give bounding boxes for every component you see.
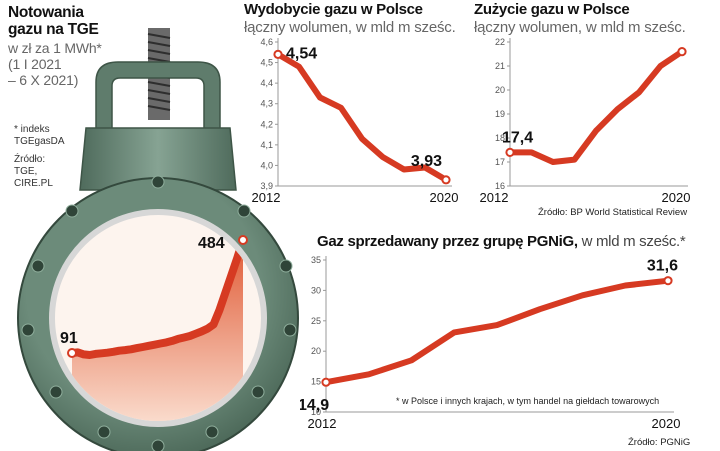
- pgnig-x-label-start: 2012: [308, 416, 337, 431]
- pgnig-source: Źródło: PGNiG: [628, 437, 691, 448]
- pgnig-title-rest: w mld m sześc.*: [577, 233, 686, 250]
- extraction-tick-label: 4,0: [260, 160, 273, 170]
- tge-start-label: 91: [60, 330, 78, 347]
- consumption-tick-label: 20: [495, 85, 505, 95]
- valve-bolts: [21, 175, 297, 451]
- pgnig-start-label: 14,9: [300, 397, 329, 414]
- consumption-start-point: [505, 147, 515, 158]
- consumption-subtitle: łączny wolumen, w mld m sześc.: [474, 19, 686, 36]
- extraction-tick-label: 4,3: [260, 99, 273, 109]
- pgnig-end-point: [663, 276, 673, 286]
- pgnig-chart: 10 15 20 25 30 35 2012 2020 14,9 31,6: [300, 255, 681, 431]
- pgnig-tick-label: 30: [311, 285, 321, 295]
- extraction-tick-label: 4,2: [260, 119, 273, 129]
- valve-neck: [79, 127, 237, 191]
- consumption-tick-label: 22: [495, 37, 505, 47]
- consumption-x-label-start: 2012: [480, 190, 509, 205]
- tge-series-line: [68, 236, 247, 359]
- consumption-series-line: [507, 48, 685, 165]
- consumption-tick-label: 21: [495, 61, 505, 71]
- extraction-chart: 3,9 4,0 4,1 4,2 4,3 4,4 4,5 4,6 2012 2020 4,54 3,93: [252, 37, 459, 205]
- pgnig-start-point: [321, 377, 331, 387]
- consumption-title: Zużycie gazu w Polsce: [474, 1, 630, 18]
- tge-footnote: * indeks TGEgasDA: [14, 124, 65, 147]
- extraction-end-label: 3,93: [411, 153, 442, 170]
- tge-period-line1: (1 I 2021: [8, 56, 62, 72]
- tge-period-line2: – 6 X 2021): [8, 72, 79, 88]
- extraction-x-label-end: 2020: [430, 190, 459, 205]
- pgnig-footnote: * w Polsce i innych krajach, w tym hande…: [396, 396, 660, 406]
- bp-source: Źródło: BP World Statistical Review: [538, 207, 688, 218]
- extraction-tick-label: 4,6: [260, 37, 273, 47]
- extraction-subtitle: łączny wolumen, w mld m sześc.: [244, 19, 456, 36]
- pgnig-tick-label: 15: [311, 377, 321, 387]
- tge-source-line1: TGE,: [14, 166, 38, 177]
- tge-source-label: Źródło:: [14, 154, 46, 165]
- pgnig-series-line: [323, 277, 671, 386]
- pgnig-tick-label: 25: [311, 316, 321, 326]
- pgnig-tick-label: 20: [311, 346, 321, 356]
- pgnig-tick-label: 35: [311, 255, 321, 265]
- extraction-start-point: [273, 49, 283, 59]
- pgnig-title-bold: Gaz sprzedawany przez grupę PGNiG,: [317, 233, 578, 250]
- consumption-tick-label: 16: [495, 181, 505, 191]
- pgnig-end-label: 31,6: [647, 258, 678, 275]
- tge-end-label: 484: [198, 235, 225, 252]
- tge-source-line2: CIRE.PL: [14, 178, 53, 189]
- tge-subtitle: w zł za 1 MWh*: [8, 40, 102, 56]
- extraction-start-label: 4,54: [286, 45, 317, 62]
- consumption-x-label-end: 2020: [662, 190, 691, 205]
- consumption-end-point: [677, 47, 687, 57]
- consumption-tick-label: 18: [495, 133, 505, 143]
- tge-title: Notowania gazu na TGE: [8, 4, 99, 38]
- extraction-tick-label: 4,5: [260, 58, 273, 68]
- extraction-x-label-start: 2012: [252, 190, 281, 205]
- pgnig-title: Gaz sprzedawany przez grupę PGNiG, w mld…: [317, 233, 686, 250]
- tge-area: [72, 240, 243, 421]
- consumption-tick-label: 19: [495, 109, 505, 119]
- extraction-title: Wydobycie gazu w Polsce: [244, 1, 423, 18]
- tge-start-point: [67, 348, 77, 358]
- valve-illustration: 91 484: [17, 28, 299, 451]
- pgnig-tick-label: 10: [311, 407, 321, 417]
- consumption-tick-label: 17: [495, 157, 505, 167]
- consumption-start-label: 17,4: [502, 129, 533, 146]
- pgnig-x-label-end: 2020: [652, 416, 681, 431]
- extraction-tick-label: 3,9: [260, 181, 273, 191]
- extraction-tick-label: 4,1: [260, 140, 273, 150]
- tge-end-point: [238, 235, 248, 245]
- extraction-tick-label: 4,4: [260, 78, 273, 88]
- extraction-end-point: [441, 175, 451, 185]
